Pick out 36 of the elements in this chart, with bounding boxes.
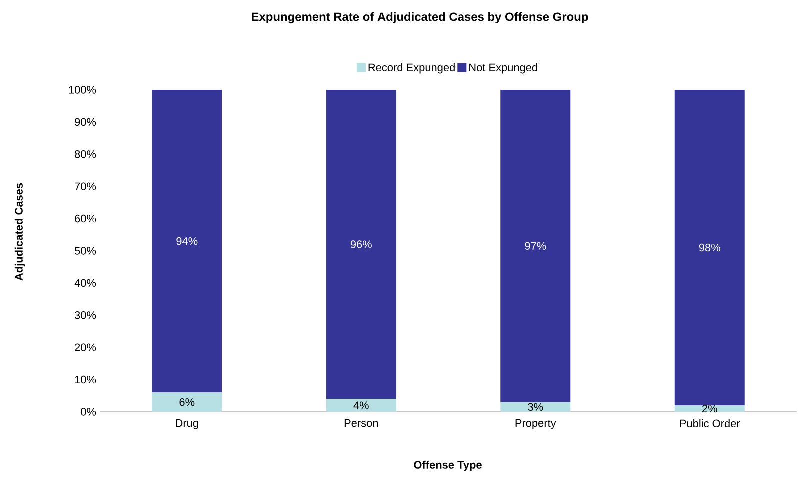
data-label: 2% — [702, 404, 718, 413]
x-tick-label: Public Order — [680, 420, 740, 428]
y-tick-label: 10% — [75, 376, 96, 384]
y-tick-label: 50% — [74, 247, 96, 255]
legend-label: Not Expunged — [470, 63, 538, 74]
x-tick-label: Property — [516, 420, 556, 430]
y-tick-label: 60% — [75, 214, 96, 223]
data-label: 3% — [528, 403, 544, 412]
bar — [500, 90, 571, 402]
data-label: 94% — [176, 237, 198, 246]
data-label: 6% — [180, 398, 195, 406]
y-tick-label: 90% — [75, 118, 96, 126]
x-tick-label: Drug — [176, 420, 198, 430]
bar — [674, 90, 745, 406]
bar — [500, 402, 571, 412]
y-axis-title: Adjudicated Cases — [14, 183, 26, 281]
x-axis-title: Offense Type — [414, 460, 482, 472]
bar — [152, 90, 222, 393]
y-tick-label: 40% — [74, 279, 96, 288]
y-tick-label: 70% — [75, 182, 96, 190]
legend-label: Record Expunged — [368, 63, 455, 74]
data-label: 4% — [354, 402, 369, 410]
bar — [152, 392, 222, 412]
bar — [326, 399, 396, 412]
data-label: 96% — [350, 240, 372, 248]
y-tick-label: 0% — [81, 408, 96, 416]
data-label: 98% — [699, 244, 720, 252]
chart-title: Expungement Rate of Adjudicated Cases by Offense Group — [252, 12, 588, 24]
y-tick-label: 20% — [75, 344, 96, 352]
bar — [326, 90, 396, 400]
y-tick-label: 100% — [69, 86, 96, 94]
y-tick-label: 30% — [74, 312, 96, 320]
bar — [674, 406, 745, 412]
x-tick-label: Person — [344, 420, 378, 428]
data-label: 97% — [525, 242, 546, 250]
y-tick-label: 80% — [75, 150, 96, 158]
